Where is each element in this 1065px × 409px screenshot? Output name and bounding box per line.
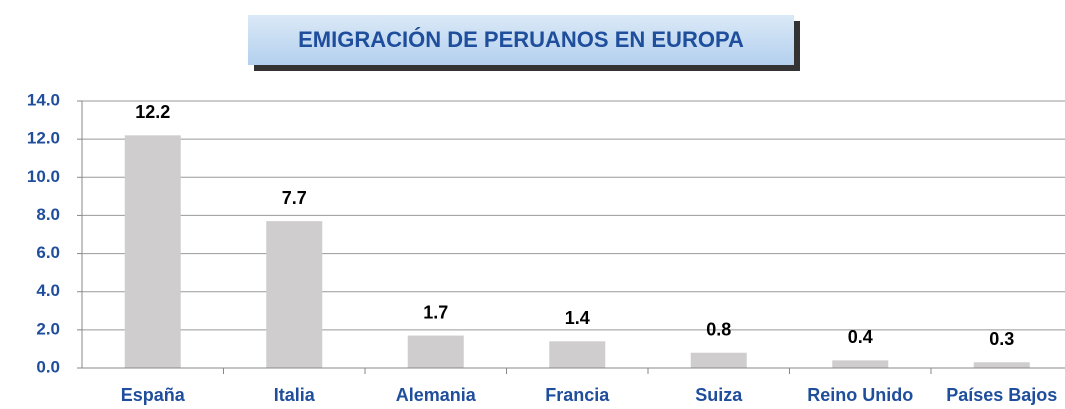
x-tick-label: Reino Unido bbox=[807, 385, 913, 405]
y-tick-label: 6.0 bbox=[36, 243, 60, 262]
x-tick-label: Países Bajos bbox=[946, 385, 1057, 405]
bar bbox=[549, 341, 606, 368]
chart-title: EMIGRACIÓN DE PERUANOS EN EUROPA bbox=[298, 27, 744, 52]
data-label: 1.4 bbox=[565, 308, 590, 328]
bar bbox=[690, 352, 747, 368]
data-label: 1.7 bbox=[423, 302, 448, 322]
data-label: 0.3 bbox=[989, 329, 1014, 349]
y-tick-label: 2.0 bbox=[36, 319, 60, 338]
y-tick-label: 0.0 bbox=[36, 357, 60, 376]
data-label: 12.2 bbox=[135, 102, 170, 122]
x-tick-label: Italia bbox=[274, 385, 316, 405]
y-tick-label: 10.0 bbox=[27, 167, 60, 186]
bar bbox=[124, 135, 181, 368]
bar bbox=[973, 362, 1030, 368]
y-tick-label: 12.0 bbox=[27, 129, 60, 148]
x-tick-label: Suiza bbox=[695, 385, 743, 405]
y-tick-label: 14.0 bbox=[27, 90, 60, 109]
y-tick-label: 4.0 bbox=[36, 281, 60, 300]
data-label: 0.4 bbox=[848, 327, 873, 347]
x-tick-label: Francia bbox=[545, 385, 610, 405]
bar bbox=[832, 360, 889, 368]
x-tick-label: Alemania bbox=[396, 385, 477, 405]
bar bbox=[266, 221, 323, 368]
x-tick-label: España bbox=[121, 385, 186, 405]
bar bbox=[407, 335, 464, 368]
y-tick-label: 8.0 bbox=[36, 205, 60, 224]
data-label: 0.8 bbox=[706, 319, 731, 339]
data-label: 7.7 bbox=[282, 188, 307, 208]
title-box bbox=[248, 15, 794, 65]
